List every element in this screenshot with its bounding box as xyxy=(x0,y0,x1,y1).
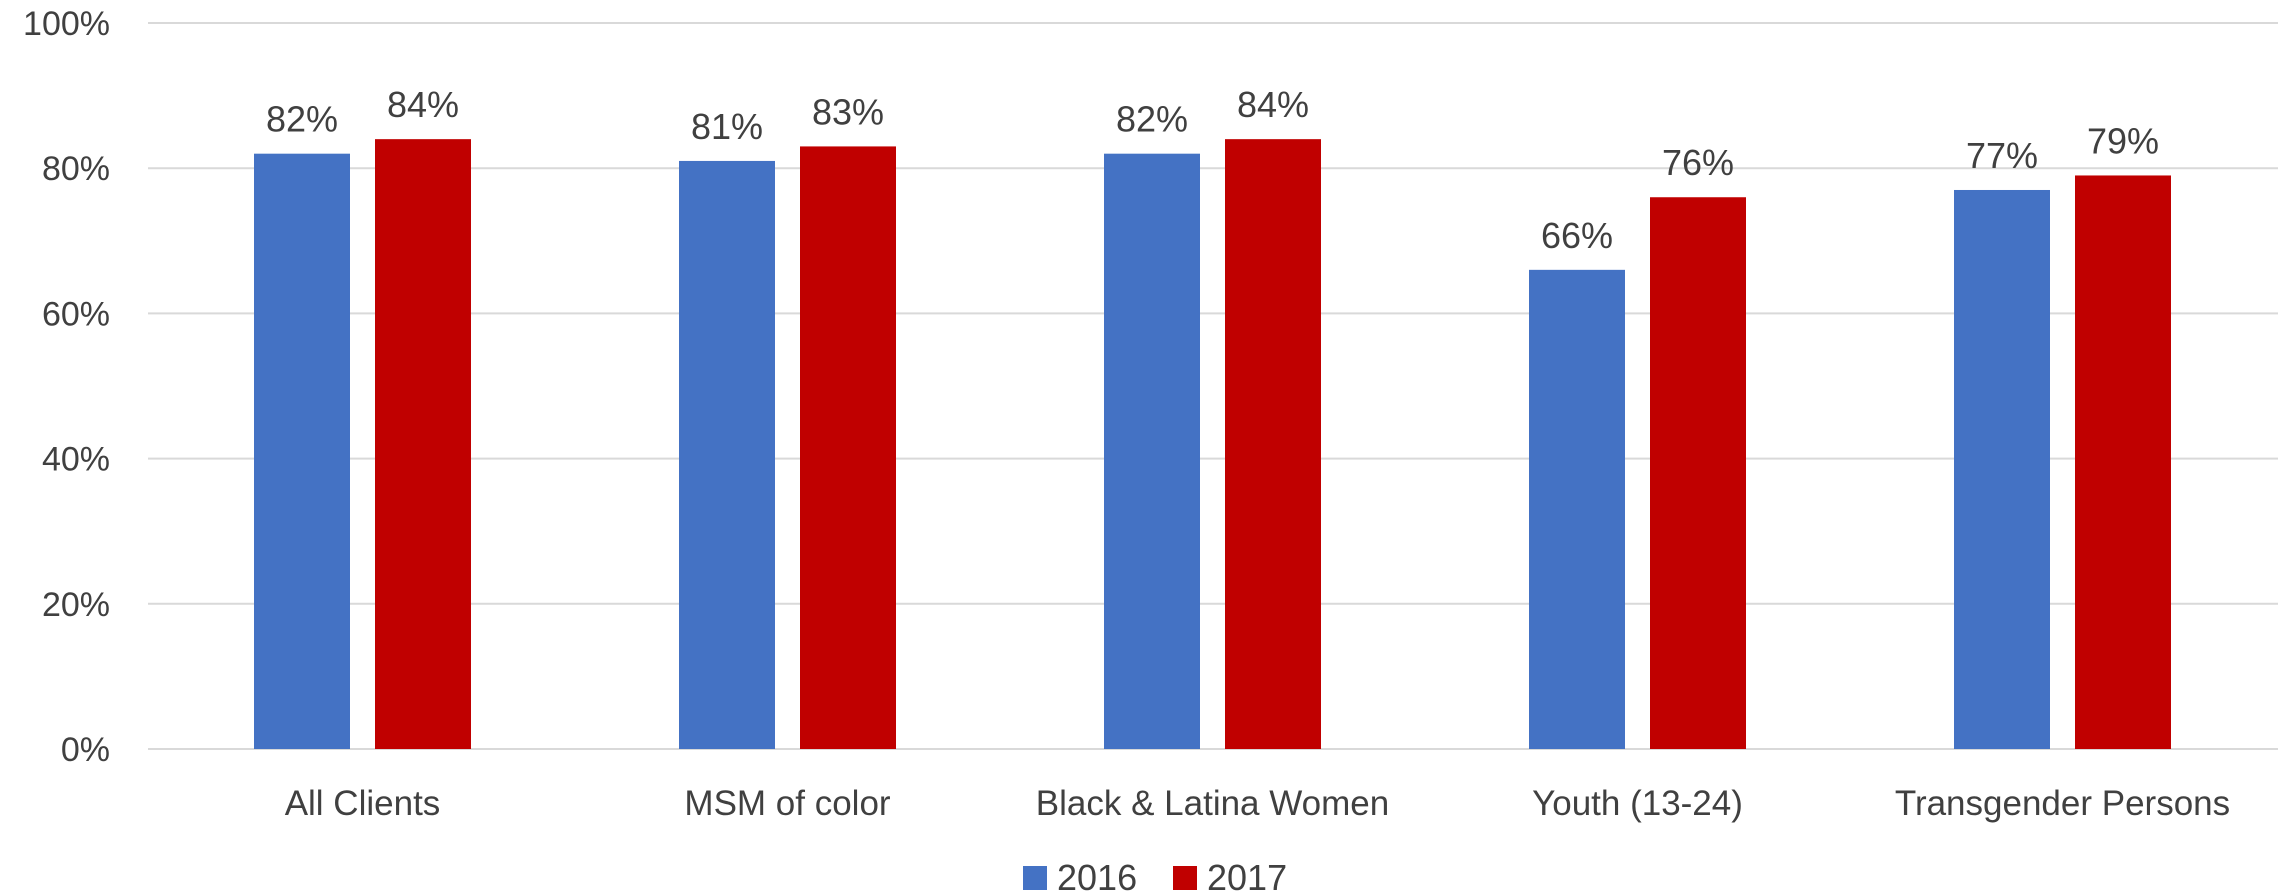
legend: 2016 2017 xyxy=(1023,857,1287,895)
x-tick-label: Youth (13-24) xyxy=(1532,784,1743,823)
bar xyxy=(1529,269,1625,749)
bar xyxy=(679,160,775,749)
legend-label: 2016 xyxy=(1057,857,1137,895)
y-axis-ticks: 0% 20% 40% 60% 80% 100% xyxy=(23,5,110,769)
y-tick-label: 100% xyxy=(23,5,110,43)
legend-label: 2017 xyxy=(1207,857,1287,895)
bar xyxy=(1225,139,1321,749)
data-label: 84% xyxy=(1237,84,1309,125)
data-label: 66% xyxy=(1541,215,1613,256)
bar xyxy=(1104,153,1200,749)
data-label: 82% xyxy=(1116,99,1188,140)
bar xyxy=(375,139,471,749)
legend-swatch xyxy=(1023,866,1047,890)
data-label: 84% xyxy=(387,84,459,125)
x-axis-categories: All Clients MSM of color Black & Latina Wo… xyxy=(285,784,2230,823)
x-tick-label: Black & Latina Women xyxy=(1036,784,1389,823)
y-tick-label: 80% xyxy=(42,150,110,188)
bar xyxy=(2075,175,2171,749)
bar xyxy=(800,146,896,750)
bar xyxy=(1954,189,2050,750)
data-label: 82% xyxy=(266,99,338,140)
x-tick-label: Transgender Persons xyxy=(1895,784,2230,823)
y-tick-label: 20% xyxy=(42,586,110,624)
y-tick-label: 60% xyxy=(42,295,110,333)
y-tick-label: 0% xyxy=(61,731,110,769)
data-label: 79% xyxy=(2087,120,2159,161)
data-label: 83% xyxy=(812,91,884,132)
bar xyxy=(1650,197,1746,750)
gridlines xyxy=(148,22,2278,750)
data-labels: 82% 84% 81% 83% 82% 84% 66% 76% 77% 79% xyxy=(266,84,2159,256)
y-tick-label: 40% xyxy=(42,441,110,479)
data-label: 76% xyxy=(1662,142,1734,183)
legend-swatch xyxy=(1173,866,1197,890)
x-tick-label: All Clients xyxy=(285,784,441,823)
bar xyxy=(254,153,350,749)
data-label: 81% xyxy=(691,106,763,147)
bars xyxy=(254,139,2171,750)
data-label: 77% xyxy=(1966,135,2038,176)
x-tick-label: MSM of color xyxy=(684,784,890,823)
